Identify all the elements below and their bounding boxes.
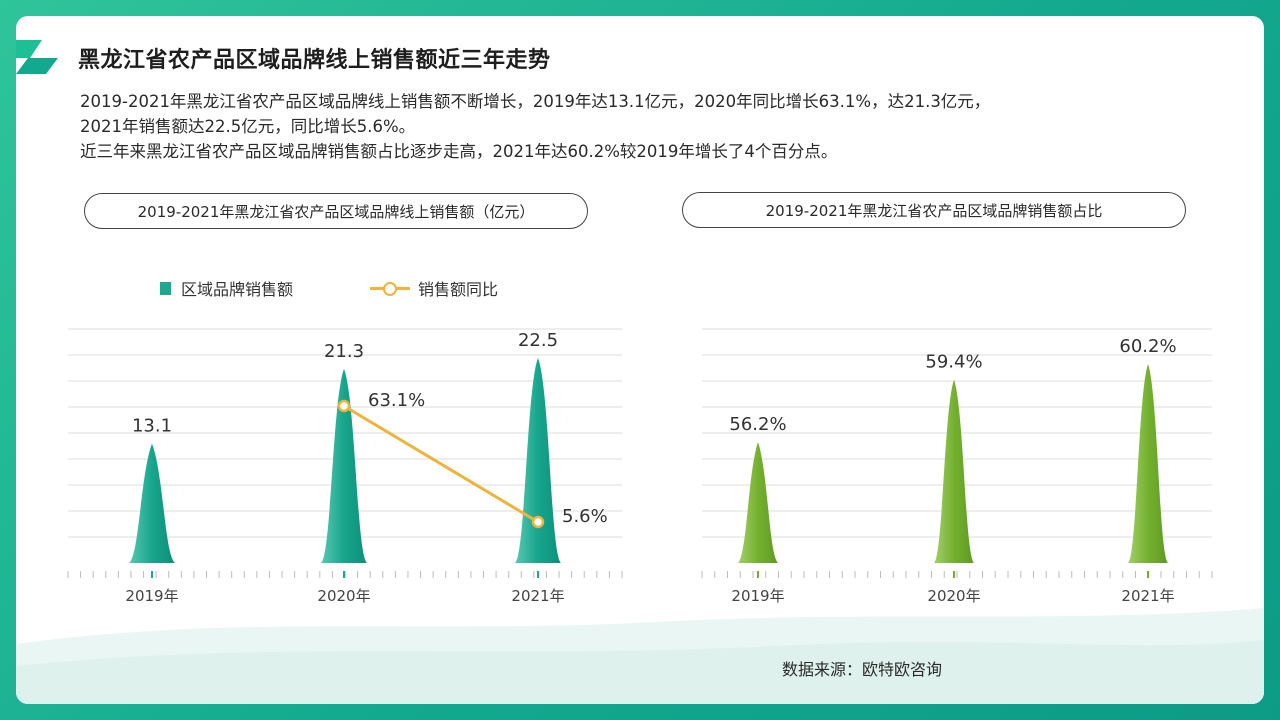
data-label: 13.1 <box>132 416 172 437</box>
tick-label: 2020年 <box>927 587 980 605</box>
bar <box>934 379 974 563</box>
growth-point <box>531 515 545 529</box>
charts-canvas: 13.1 2019年 21.3 2020年 22.5 2021年 63.1% 5.6% 56.2… <box>67 328 1213 605</box>
data-label: 22.5 <box>518 330 558 351</box>
bar <box>321 368 367 563</box>
data-label: 60.2% <box>1119 336 1176 357</box>
growth-label: 63.1% <box>368 390 425 411</box>
page-title: 黑龙江省农产品区域品牌线上销售额近三年走势 <box>78 48 551 73</box>
tick-label: 2019年 <box>731 587 784 605</box>
legend-bar-swatch <box>160 281 171 295</box>
data-source: 数据来源：欧特欧咨询 <box>782 660 943 679</box>
legend-line-label: 销售额同比 <box>418 280 499 299</box>
legend-item-line: 销售额同比 <box>370 276 498 300</box>
left-chart-title: 2019-2021年黑龙江省农产品区域品牌线上销售额（亿元） <box>84 193 588 229</box>
growth-label: 5.6% <box>562 506 608 527</box>
tick-label: 2019年 <box>125 587 178 605</box>
description-line-1: 2019-2021年黑龙江省农产品区域品牌线上销售额不断增长，2019年达13.… <box>80 92 991 111</box>
data-label: 56.2% <box>729 414 786 435</box>
bar <box>515 358 561 563</box>
data-label: 59.4% <box>925 352 982 373</box>
tick-label: 2021年 <box>511 587 564 605</box>
tick-label: 2021年 <box>1121 587 1174 605</box>
legend-line-swatch <box>370 281 410 296</box>
tick-label: 2020年 <box>317 587 370 605</box>
legend-bar-label: 区域品牌销售额 <box>181 280 294 299</box>
growth-line <box>343 404 539 524</box>
bar <box>1128 364 1168 563</box>
title-marker-icon <box>16 40 58 74</box>
bar <box>129 443 175 563</box>
description-line-2: 2021年销售额达22.5亿元，同比增长5.6%。 <box>80 117 416 136</box>
slide-card: 黑龙江省农产品区域品牌线上销售额近三年走势 2019-2021年黑龙江省农产品区… <box>16 16 1264 704</box>
growth-point <box>337 399 351 413</box>
data-label: 21.3 <box>324 341 364 362</box>
bar <box>738 442 778 563</box>
background-waves <box>16 608 1264 704</box>
legend-item-bar: 区域品牌销售额 <box>160 276 293 300</box>
right-chart-title: 2019-2021年黑龙江省农产品区域品牌销售额占比 <box>682 192 1186 228</box>
description-line-3: 近三年来黑龙江省农产品区域品牌销售额占比逐步走高，2021年达60.2%较201… <box>80 142 838 161</box>
description: 2019-2021年黑龙江省农产品区域品牌线上销售额不断增长，2019年达13.… <box>80 89 1250 164</box>
